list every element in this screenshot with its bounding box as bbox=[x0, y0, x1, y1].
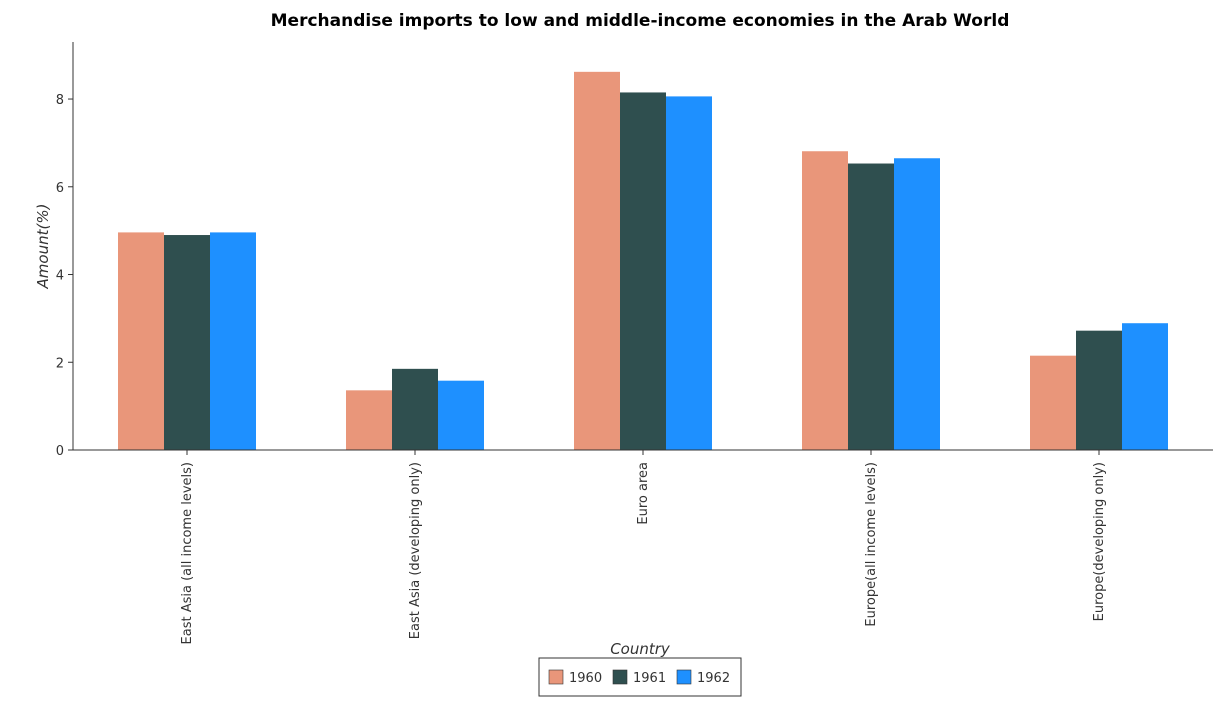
bar-1962-4 bbox=[1122, 323, 1168, 450]
bar-1961-1 bbox=[392, 368, 438, 450]
legend-label-1962: 1962 bbox=[697, 671, 730, 686]
bar-1962-2 bbox=[666, 96, 712, 451]
y-tick-label: 4 bbox=[56, 269, 64, 284]
bar-1961-0 bbox=[164, 235, 210, 450]
bar-1960-2 bbox=[574, 71, 620, 450]
legend-swatch-1960 bbox=[548, 669, 564, 685]
legend-swatch-1962 bbox=[676, 669, 692, 685]
bar-1962-3 bbox=[894, 158, 940, 451]
x-tick-label: East Asia (all income levels) bbox=[180, 462, 195, 644]
x-tick-label: Euro area bbox=[636, 462, 651, 525]
bar-1960-0 bbox=[118, 232, 164, 450]
bar-1960-3 bbox=[802, 151, 848, 450]
y-axis-label: Amount(%) bbox=[34, 204, 52, 290]
bar-1960-1 bbox=[346, 390, 392, 450]
legend-label-1961: 1961 bbox=[633, 671, 666, 686]
chart-title: Merchandise imports to low and middle-in… bbox=[271, 11, 1010, 31]
legend: 1960 1961 1962 bbox=[538, 657, 742, 697]
bar-1962-1 bbox=[438, 380, 484, 450]
x-tick-label: Europe(developing only) bbox=[1092, 462, 1107, 621]
axes-group: 0 2 4 6 8 East Asia (all income levels) East A… bbox=[56, 42, 1213, 644]
y-tick-label: 2 bbox=[56, 356, 64, 371]
x-tick-label: Europe(all income levels) bbox=[864, 462, 879, 627]
bar-1961-3 bbox=[848, 163, 894, 450]
y-tick-label: 0 bbox=[56, 444, 64, 459]
y-tick-label: 8 bbox=[56, 93, 64, 108]
y-tick-label: 6 bbox=[56, 181, 64, 196]
bars-group bbox=[118, 71, 1168, 451]
x-axis-label: Country bbox=[610, 640, 671, 658]
legend-box bbox=[538, 657, 742, 697]
legend-swatch-1961 bbox=[612, 669, 628, 685]
bar-1962-0 bbox=[210, 232, 256, 450]
legend-label-1960: 1960 bbox=[569, 671, 602, 686]
bar-1960-4 bbox=[1030, 355, 1076, 450]
x-tick-label: East Asia (developing only) bbox=[408, 462, 423, 639]
bar-1961-2 bbox=[620, 92, 666, 451]
bar-1961-4 bbox=[1076, 330, 1122, 450]
